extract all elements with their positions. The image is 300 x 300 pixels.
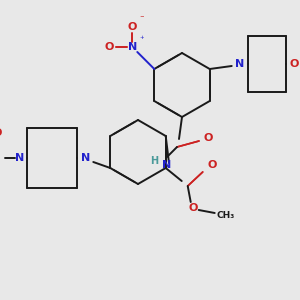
Text: N: N [15, 153, 24, 163]
Text: $^+$: $^+$ [138, 34, 146, 43]
Text: N: N [128, 42, 137, 52]
Text: O: O [128, 22, 137, 32]
Text: N: N [162, 160, 172, 170]
Text: N: N [235, 59, 244, 69]
Text: O: O [289, 59, 298, 69]
Text: CH₃: CH₃ [217, 212, 235, 220]
Text: H: H [150, 156, 158, 166]
Text: $^-$: $^-$ [138, 13, 146, 22]
Text: O: O [188, 203, 197, 213]
Text: O: O [207, 160, 216, 170]
Text: O: O [203, 133, 213, 143]
Text: N: N [81, 153, 90, 163]
Text: O: O [0, 128, 2, 138]
Text: O: O [105, 42, 114, 52]
